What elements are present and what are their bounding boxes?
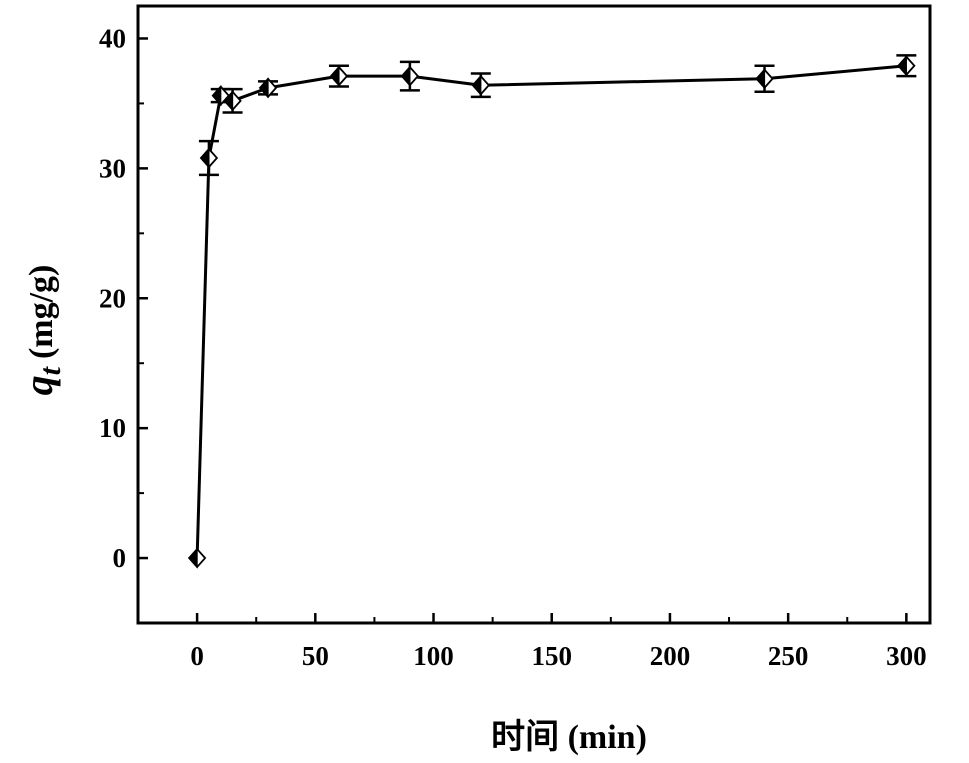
y-tick-label: 10 (99, 413, 126, 443)
y-tick-label: 0 (113, 543, 127, 573)
x-tick-label: 150 (531, 641, 572, 671)
y-tick-label: 40 (99, 23, 126, 53)
marker-fill (259, 77, 269, 99)
data-point (258, 77, 278, 99)
marker-fill (200, 147, 210, 169)
marker-fill (188, 547, 198, 569)
x-tick-label: 200 (650, 641, 691, 671)
data-point (471, 74, 491, 96)
y-axis-unit: (mg/g) (23, 265, 60, 359)
marker-fill (211, 85, 222, 107)
data-point (329, 65, 349, 87)
marker-fill (897, 55, 907, 77)
data-point (755, 68, 774, 90)
y-axis-subscript: t (34, 365, 67, 375)
plot-frame (136, 4, 932, 625)
series-line (195, 64, 907, 559)
minor-ticks (137, 102, 849, 624)
data-point (400, 65, 420, 87)
y-tick-labels: 0 10 20 30 40 (99, 23, 126, 573)
series-layer (187, 54, 917, 569)
data-point (199, 147, 219, 169)
marker-fill (755, 68, 766, 90)
x-tick-label: 50 (302, 641, 329, 671)
marker-fill (330, 65, 340, 87)
data-point (223, 90, 242, 112)
y-tick-label: 30 (99, 153, 126, 183)
y-axis-symbol: q (16, 375, 61, 395)
data-point (897, 55, 916, 77)
marker-fill (472, 74, 482, 96)
marker-fill (223, 90, 234, 112)
x-axis-title: 时间 (min) (491, 718, 647, 756)
data-point (187, 547, 207, 569)
x-tick-label: 250 (768, 641, 809, 671)
x-tick-label: 0 (190, 641, 204, 671)
y-tick-label: 20 (99, 283, 126, 313)
x-tick-label: 300 (886, 641, 927, 671)
y-axis-title: qt (mg/g) (16, 265, 67, 396)
x-tick-labels: 0 50 100 150 200 250 300 (190, 641, 926, 671)
marker-fill (401, 65, 411, 87)
major-ticks (138, 37, 908, 623)
x-tick-label: 100 (413, 641, 454, 671)
